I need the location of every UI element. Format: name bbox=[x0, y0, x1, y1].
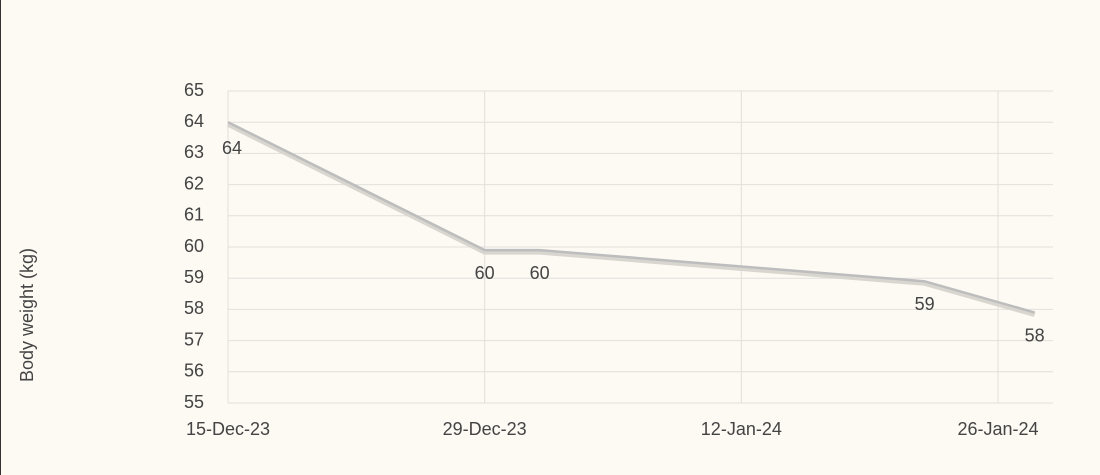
y-tick-label: 55 bbox=[184, 392, 204, 412]
x-tick-label: 12-Jan-24 bbox=[701, 419, 782, 439]
x-tick-label: 29-Dec-23 bbox=[443, 419, 527, 439]
y-tick-label: 56 bbox=[184, 361, 204, 381]
y-tick-label: 65 bbox=[184, 80, 204, 100]
y-tick-label: 60 bbox=[184, 236, 204, 256]
y-tick-label: 61 bbox=[184, 205, 204, 225]
data-label: 60 bbox=[530, 263, 550, 283]
data-label: 59 bbox=[915, 294, 935, 314]
y-tick-label: 64 bbox=[184, 111, 204, 131]
x-tick-label: 26-Jan-24 bbox=[957, 419, 1038, 439]
data-label: 64 bbox=[222, 138, 242, 158]
y-tick-label: 57 bbox=[184, 329, 204, 349]
y-axis-title: Body weight (kg) bbox=[17, 248, 37, 382]
y-tick-label: 62 bbox=[184, 173, 204, 193]
y-tick-label: 63 bbox=[184, 142, 204, 162]
x-tick-label: 15-Dec-23 bbox=[186, 419, 270, 439]
y-tick-label: 58 bbox=[184, 298, 204, 318]
line bbox=[227, 121, 1036, 314]
line-shadow bbox=[226, 121, 1036, 317]
data-label: 60 bbox=[475, 263, 495, 283]
data-label: 58 bbox=[1025, 325, 1045, 345]
y-tick-label: 59 bbox=[184, 267, 204, 287]
